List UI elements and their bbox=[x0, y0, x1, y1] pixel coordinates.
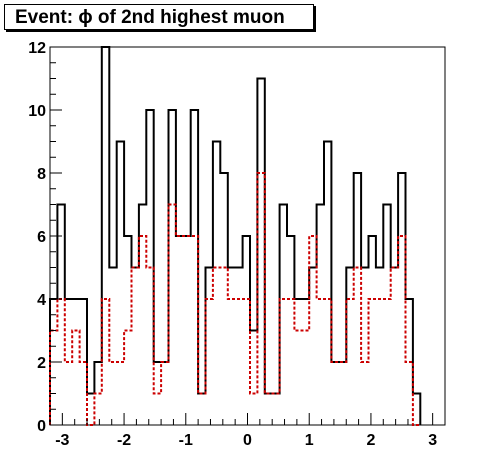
chart-title: Event: ϕ of 2nd highest muon bbox=[4, 4, 314, 30]
y-tick-label: 12 bbox=[28, 40, 46, 57]
x-tick-label: 2 bbox=[366, 432, 375, 449]
histogram-series-2 bbox=[49, 172, 421, 426]
x-tick-label: -3 bbox=[55, 432, 69, 449]
x-tick-label: 1 bbox=[305, 432, 314, 449]
histogram-series-1 bbox=[49, 46, 422, 425]
x-tick-label: 3 bbox=[428, 432, 437, 449]
x-tick-label: -1 bbox=[179, 432, 193, 449]
series-layer bbox=[49, 46, 422, 426]
y-tick-label: 8 bbox=[37, 166, 46, 183]
y-tick-label: 4 bbox=[37, 292, 46, 309]
y-tick-label: 2 bbox=[37, 355, 46, 372]
y-tick-label: 0 bbox=[37, 418, 46, 435]
y-tick-label: 10 bbox=[28, 103, 46, 120]
x-tick-label: -2 bbox=[117, 432, 131, 449]
x-tick-label: 0 bbox=[243, 432, 252, 449]
y-tick-label: 6 bbox=[37, 229, 46, 246]
